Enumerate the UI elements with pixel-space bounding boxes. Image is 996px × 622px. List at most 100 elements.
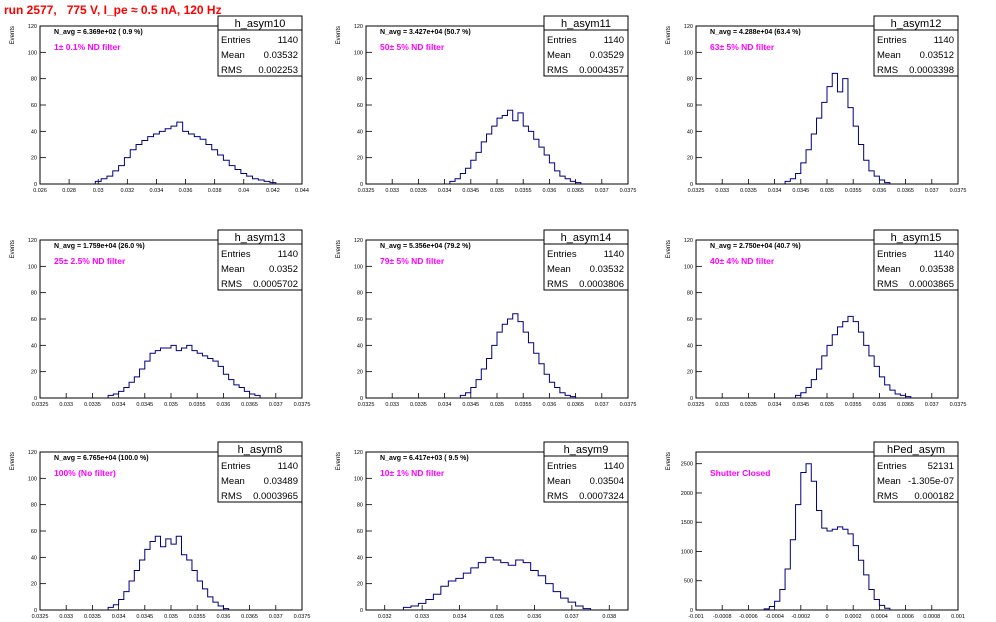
histogram-bin [239, 387, 244, 398]
stats-value-entries: 1140 [604, 461, 624, 472]
histogram-bin [187, 345, 192, 398]
stats-box [543, 15, 629, 77]
histogram-bin [258, 180, 264, 184]
histogram-bin [161, 348, 166, 398]
navg-label: N_avg = 5.356e+04 (79.2 %) [380, 243, 471, 250]
histogram-panel-h_asym14: Events 0.0325 0.033 0.0335 0.034 0.0345 0.035 0… [336, 229, 637, 408]
histogram-bin [817, 118, 822, 184]
histogram-bin [864, 345, 869, 398]
y-tick-label: 40 [357, 343, 363, 349]
histogram-bin [539, 364, 544, 398]
histogram-bin [188, 134, 194, 184]
histogram-bin [466, 393, 471, 398]
x-tick-label: 0.033 [385, 402, 399, 408]
histogram-bin [161, 547, 166, 610]
histogram-bin [411, 606, 418, 610]
x-tick-label: -0.0002 [791, 614, 810, 620]
filter-label: 100% (No filter) [54, 468, 116, 478]
x-tick-label: 0.0365 [241, 402, 258, 408]
histogram-bin [507, 319, 512, 398]
x-tick-label: 0.034 [768, 402, 782, 408]
histogram-bin [218, 155, 224, 184]
y-tick-label: 0 [360, 182, 363, 188]
y-tick-label: 120 [354, 24, 363, 30]
x-tick-label: 0 [825, 614, 828, 620]
histogram-bin [843, 322, 848, 398]
histogram-bin [129, 581, 134, 610]
x-tick-label: 0.036 [873, 188, 887, 194]
y-tick-label: 0 [360, 396, 363, 402]
histogram-bin [806, 150, 811, 184]
histogram-bin [140, 560, 145, 610]
histogram-bin [150, 353, 155, 398]
histogram-bin [869, 171, 874, 184]
y-axis-label: Events [336, 240, 342, 258]
x-tick-label: 0.0355 [845, 402, 862, 408]
stats-label-mean: Mean [877, 476, 901, 487]
stats-box [873, 15, 959, 77]
histogram-bin [223, 609, 228, 610]
x-tick-label: 0.0375 [294, 402, 311, 408]
x-tick-label: 0.0004 [871, 614, 888, 620]
y-tick-label: 40 [687, 129, 693, 135]
histogram-bin [101, 179, 107, 184]
x-tick-label: 0.0325 [32, 614, 49, 620]
stats-label-entries: Entries [547, 461, 577, 472]
x-tick-label: 0.036 [179, 188, 193, 194]
histogram-bin [811, 134, 816, 184]
x-tick-label: 0.035 [820, 188, 834, 194]
histogram-bin [208, 359, 213, 399]
y-axis-label: Events [336, 452, 342, 470]
histogram-name: h_asym10 [235, 18, 286, 30]
histogram-name: h_asym9 [564, 444, 609, 456]
histogram-bin [528, 343, 533, 398]
y-tick-label: 20 [687, 156, 693, 162]
histogram-bin [192, 571, 197, 611]
x-tick-label: 0.037 [925, 188, 939, 194]
histogram-line [107, 344, 261, 398]
histogram-panel-h_asym10: Events 0.026 0.028 0.03 0.032 0.034 0.036 0.038… [10, 15, 309, 194]
histogram-line [449, 109, 582, 184]
y-tick-label: 120 [354, 450, 363, 456]
histogram-bin [796, 505, 801, 610]
histogram-bin [140, 369, 145, 398]
x-tick-label: 0.038 [602, 614, 616, 620]
histogram-bin [769, 606, 774, 610]
x-tick-label: 0.034 [453, 614, 467, 620]
histogram-bin [502, 116, 507, 184]
histogram-bin [107, 176, 113, 184]
histogram-bin [785, 569, 790, 610]
histogram-bin [119, 599, 124, 610]
histogram-panel-h_asym12: Events 0.0325 0.033 0.0335 0.034 0.0345 0.035 0… [666, 15, 966, 194]
x-tick-label: 0.035 [490, 614, 504, 620]
stats-value-mean: -1.305e-07 [908, 476, 954, 487]
histogram-bin [148, 137, 154, 184]
histogram-bin [837, 527, 842, 610]
histogram-bin [827, 531, 832, 610]
histogram-bin [486, 557, 493, 610]
histogram-bin [142, 141, 148, 184]
histogram-bin [853, 126, 858, 184]
filter-label: 40± 4% ND filter [710, 256, 775, 266]
stats-value-entries: 1140 [934, 35, 954, 46]
x-tick-label: 0.0355 [515, 188, 532, 194]
histogram-bin [858, 145, 863, 185]
histogram-bin [534, 139, 539, 184]
x-tick-label: 0.0375 [620, 402, 637, 408]
histogram-bin [197, 353, 202, 398]
y-tick-label: 0 [690, 396, 693, 402]
y-tick-label: 0 [690, 182, 693, 188]
histogram-bin [565, 395, 570, 398]
histogram-bin [507, 110, 512, 184]
histogram-bin [113, 605, 118, 610]
histogram-panel-h_asym15: Events 0.0325 0.033 0.0335 0.034 0.0345 0.035 0… [666, 229, 966, 408]
stats-label-rms: RMS [221, 491, 242, 502]
navg-label: N_avg = 6.417e+03 ( 9.5 %) [380, 455, 469, 462]
x-tick-label: 0.037 [269, 614, 283, 620]
run-title: run 2577, 775 V, I_pe ≈ 0.5 nA, 120 Hz [4, 3, 222, 17]
histogram-bin [885, 385, 890, 398]
y-tick-label: 0 [690, 608, 693, 614]
histogram-bin [471, 160, 476, 184]
histogram-bin [549, 163, 554, 184]
x-tick-label: 0.035 [820, 402, 834, 408]
